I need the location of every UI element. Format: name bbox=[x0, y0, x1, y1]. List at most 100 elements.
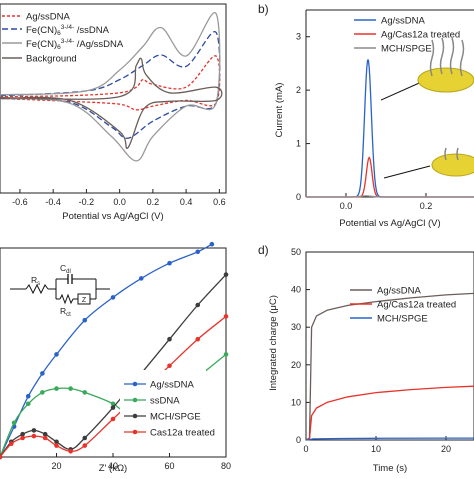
legend-label-fecn-ag-ssdna: Fe(CN)63-/4- /Ag/ssDNA bbox=[26, 38, 124, 51]
arrow-line bbox=[383, 165, 431, 179]
nyquist-point-mch-spge bbox=[195, 302, 201, 308]
rs-resistor-icon bbox=[25, 283, 49, 295]
circuit-label-rct: Rct bbox=[60, 306, 71, 318]
cv-curve-background bbox=[0, 57, 223, 150]
panel-d-x-axis-label: Time (s) bbox=[373, 463, 407, 474]
panel-d-y-tick-label: 10 bbox=[291, 397, 301, 407]
circuit-label-cdl: Cdl bbox=[60, 263, 71, 275]
electrode-illustration-cleaved bbox=[383, 147, 474, 179]
panel-a-x-axis-label: Potential vs Ag/AgCl (V) bbox=[62, 211, 163, 222]
panel-d-legend: Ag/ssDNA Ag/Cas12a treated MCH/SPGE bbox=[350, 286, 456, 325]
panel-c-x-axis-label: Z' (kΩ) bbox=[99, 463, 127, 474]
panel-b-legend: Ag/ssDNA Ag/Cas12a treated MCH/SPGE bbox=[354, 16, 460, 55]
circuit-label-z: Z bbox=[82, 297, 87, 304]
charge-curve-ag-cas12a-treated bbox=[305, 385, 474, 441]
panel-c-x-tick-label: 20 bbox=[51, 461, 61, 471]
panel-a-legend: Ag/ssDNA Fe(CN)63-/4- /ssDNA Fe(CN)63-/4… bbox=[2, 12, 124, 65]
legend-marker-c-cas12a-treated bbox=[132, 429, 138, 435]
legend-marker-c-ssdna bbox=[132, 397, 138, 403]
legend-label-c-cas12a-treated: Cas12a treated bbox=[150, 428, 215, 439]
legend-label-b-ag-ssdna: Ag/ssDNA bbox=[381, 16, 425, 27]
nyquist-point-ag-ssdna bbox=[195, 249, 201, 255]
panel-a-x-tick-label: 0.0 bbox=[113, 197, 126, 207]
charge-curve-mch-spge bbox=[305, 437, 474, 441]
nyquist-point-ssdna bbox=[25, 401, 31, 407]
nyquist-point-cas12a-treated bbox=[82, 443, 88, 448]
legend-label-c-ssdna: ssDNA bbox=[150, 396, 180, 407]
panel-d-x-tick-label: 20 bbox=[441, 444, 451, 454]
panel-a-x-tick-label: 0.6 bbox=[213, 197, 226, 207]
panel-c-x-tick-label: 40 bbox=[108, 461, 118, 471]
panel-a-x-tick-label: -0.4 bbox=[45, 197, 61, 207]
legend-label-b-mch: MCH/SPGE bbox=[381, 44, 432, 55]
nyquist-point-mch-spge bbox=[82, 435, 88, 441]
panel-b-x-tick-label: 0.2 bbox=[420, 201, 433, 211]
nyquist-point-ag-ssdna bbox=[167, 260, 172, 266]
panel-a-x-tick-label: -0.2 bbox=[79, 197, 95, 207]
electrode-disk-icon bbox=[431, 153, 474, 177]
panel-b-y-tick-label: 0 bbox=[296, 192, 301, 202]
panel-d-frame bbox=[305, 251, 474, 441]
nyquist-point-cas12a-treated bbox=[20, 435, 25, 441]
panel-c-legend-entries: Ag/ssDNA ssDNA MCH/SPGE Cas12a treated bbox=[124, 380, 215, 439]
panel-c-x-tick-label: 80 bbox=[221, 461, 231, 471]
nyquist-point-ag-ssdna bbox=[138, 276, 144, 281]
electrode-disk-icon bbox=[417, 67, 474, 93]
panel-d-x-tick-label: 10 bbox=[371, 444, 381, 454]
legend-label-fecn-ssdna: Fe(CN)63-/4- /ssDNA bbox=[26, 24, 110, 37]
nyquist-point-cas12a-treated bbox=[0, 454, 3, 460]
panel-d-y-tick-label: 30 bbox=[291, 322, 301, 332]
nyquist-point-cas12a-treated bbox=[42, 435, 48, 441]
panel-b-y-tick-label: 1 bbox=[296, 139, 301, 149]
legend-label-d-cas12a: Ag/Cas12a treated bbox=[377, 300, 456, 311]
nyquist-point-ssdna bbox=[68, 386, 73, 391]
nyquist-point-ag-ssdna bbox=[82, 317, 88, 323]
legend-label-d-ag-ssdna: Ag/ssDNA bbox=[377, 286, 421, 297]
nyquist-point-mch-spge bbox=[42, 431, 48, 437]
cv-curve-ag-ssdna bbox=[0, 55, 221, 111]
legend-label-c-ag-ssdna: Ag/ssDNA bbox=[150, 380, 194, 391]
nyquist-point-ag-ssdna bbox=[54, 352, 59, 357]
panel-b-x-tick-label: 0.0 bbox=[340, 201, 353, 211]
legend-marker-c-ag-ssdna bbox=[132, 381, 138, 387]
nyquist-point-cas12a-treated bbox=[167, 363, 172, 369]
nyquist-point-cas12a-treated bbox=[9, 441, 14, 447]
panel-d-y-tick-label: 50 bbox=[291, 247, 301, 257]
panel-d-y-tick-label: 0 bbox=[296, 435, 301, 445]
panel-b-x-axis-label: Potential vs Ag/AgCl (V) bbox=[339, 218, 440, 229]
dna-strands-icon bbox=[429, 37, 465, 77]
legend-label-b-cas12a: Ag/Cas12a treated bbox=[381, 30, 460, 41]
legend-label-background: Background bbox=[26, 54, 77, 65]
nyquist-point-cas12a-treated bbox=[68, 449, 73, 454]
panel-b-y-tick-label: 3 bbox=[296, 32, 301, 42]
nyquist-point-ssdna bbox=[110, 401, 116, 407]
legend-marker-c-mch-spge bbox=[132, 413, 138, 419]
panel-b-plot-area: 0.0 0.2 0 1 2 3 bbox=[296, 9, 474, 211]
nyquist-point-mch-spge bbox=[20, 431, 25, 437]
nyquist-point-cas12a-treated bbox=[195, 336, 201, 342]
nyquist-point-cas12a-treated bbox=[54, 443, 59, 448]
panel-a-x-tick-label: 0.4 bbox=[180, 197, 193, 207]
panel-a-plot-area: -0.6 -0.4 -0.2 0.0 0.2 0.4 0.6 bbox=[0, 3, 227, 207]
nyquist-point-mch-spge bbox=[167, 336, 172, 342]
nyquist-point-ssdna bbox=[223, 352, 229, 357]
legend-label-d-mch: MCH/SPGE bbox=[377, 314, 428, 325]
panel-a: -0.6 -0.4 -0.2 0.0 0.2 0.4 0.6 Potential vs Ag… bbox=[0, 3, 227, 222]
panel-d-y-tick-label: 40 bbox=[291, 285, 301, 295]
nyquist-point-mch-spge bbox=[110, 405, 116, 410]
dna-fragments-icon bbox=[444, 147, 459, 161]
nyquist-point-ssdna bbox=[82, 390, 88, 395]
panel-d-y-tick-label: 20 bbox=[291, 360, 301, 370]
nyquist-point-mch-spge bbox=[31, 428, 37, 433]
nyquist-point-cas12a-treated bbox=[223, 314, 229, 319]
panel-d-label: d) bbox=[258, 243, 269, 257]
peak-curve-mch-spge bbox=[306, 195, 474, 198]
legend-label-ag-ssdna: Ag/ssDNA bbox=[26, 12, 70, 23]
panel-b-y-tick-label: 2 bbox=[296, 85, 301, 95]
circuit-label-rs: Rs bbox=[31, 275, 40, 287]
panel-a-frame bbox=[0, 3, 227, 194]
nyquist-point-ag-ssdna bbox=[25, 393, 31, 399]
nyquist-point-cas12a-treated bbox=[31, 433, 37, 439]
